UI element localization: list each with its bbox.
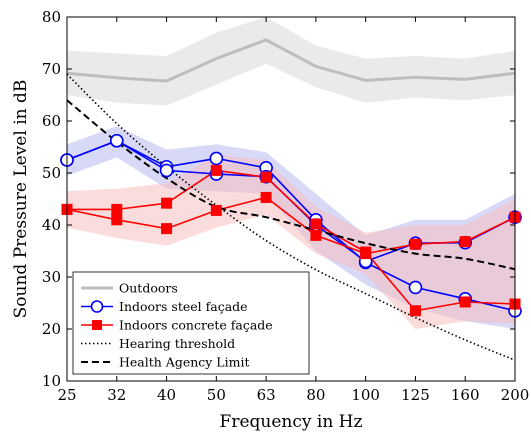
legend-label-health-agency-limit: Health Agency Limit [119, 355, 249, 370]
x-axis-label: Frequency in Hz [220, 412, 363, 432]
outdoors-band [67, 17, 515, 106]
y-tick-label: 70 [42, 60, 61, 78]
y-tick-label: 50 [42, 164, 61, 182]
indoors-concrete-facade-point [409, 305, 421, 317]
x-tick-label: 25 [57, 386, 76, 404]
y-tick-label: 40 [42, 216, 61, 234]
outdoors-line [66, 38, 516, 83]
confidence-bands [67, 17, 515, 329]
x-tick-label: 40 [157, 386, 176, 404]
legend: Outdoors Indoors steel façade Indoors conc… [72, 271, 310, 375]
x-axis-ticks: 25 32 40 50 63 80 100 125 160 200 [57, 17, 529, 404]
indoors-concrete-facade-point [161, 197, 173, 209]
indoors-concrete-facade-point [360, 248, 372, 260]
indoors-steel-facade-point [408, 280, 423, 295]
x-tick-label: 200 [501, 386, 530, 404]
indoors-steel-facade-point [109, 133, 124, 148]
y-tick-label: 20 [42, 320, 61, 338]
indoors-concrete-facade-point [111, 203, 123, 215]
indoors-concrete-facade-point [210, 164, 222, 176]
indoors-concrete-facade-point [459, 236, 471, 248]
indoors-concrete-facade-point [161, 223, 173, 235]
indoors-concrete-facade-point [310, 218, 322, 230]
indoors-concrete-facade-point [260, 171, 272, 183]
indoors-steel-facade-point [209, 151, 224, 166]
indoors-concrete-facade-point [260, 191, 272, 203]
series-lines [66, 38, 516, 361]
hearing-threshold-line [66, 73, 516, 361]
legend-marker-indoors-concrete-facade [92, 320, 102, 330]
y-tick-label: 60 [42, 112, 61, 130]
x-tick-label: 125 [401, 386, 430, 404]
plot-frame [66, 16, 516, 382]
indoors-concrete-facade-point [210, 204, 222, 216]
health-agency-limit-line [66, 99, 516, 271]
x-tick-label: 32 [107, 386, 126, 404]
y-tick-label: 80 [42, 8, 61, 26]
legend-marker-indoors-steel-facade [90, 300, 104, 313]
legend-label-outdoors: Outdoors [119, 281, 178, 296]
y-axis-label: Sound Pressure Level in dB [11, 80, 31, 319]
indoors-concrete-facade-point [111, 214, 123, 226]
indoors-steel-facade-point [159, 163, 174, 178]
y-tick-label: 10 [42, 372, 61, 390]
x-tick-label: 50 [207, 386, 226, 404]
y-tick-label: 30 [42, 268, 61, 286]
x-tick-label: 160 [451, 386, 480, 404]
indoors-concrete-facade-point [310, 229, 322, 241]
x-tick-label: 63 [257, 386, 276, 404]
indoors-concrete-facade-point [409, 238, 421, 250]
legend-label-hearing-threshold: Hearing threshold [119, 336, 235, 351]
indoors-concrete-facade-point [459, 296, 471, 308]
x-tick-label: 80 [306, 386, 325, 404]
legend-label-indoors-steel-facade: Indoors steel façade [119, 299, 248, 314]
x-tick-label: 100 [351, 386, 380, 404]
indoors-concrete-facade-band [67, 154, 515, 329]
y-axis-ticks: 10 20 30 40 50 60 70 80 [42, 8, 515, 390]
indoors-concrete-facade-line-1 [67, 169, 516, 312]
indoors-steel-facade-line-1 [66, 139, 516, 312]
legend-label-indoors-concrete-facade: Indoors concrete façade [119, 318, 273, 333]
indoors-concrete-facade-line-2 [66, 196, 516, 255]
